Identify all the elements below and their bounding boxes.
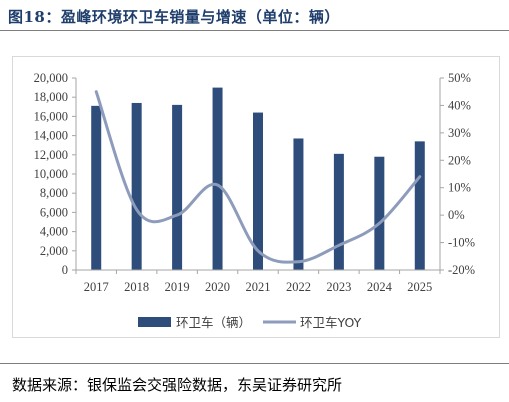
right-tick-label: 20% bbox=[448, 153, 471, 167]
line-layer bbox=[94, 90, 422, 264]
left-tick-label: 0 bbox=[62, 263, 68, 277]
x-tick-label: 2023 bbox=[326, 280, 351, 294]
left-tick-label: 14,000 bbox=[34, 129, 68, 143]
x-tick-label: 2024 bbox=[367, 280, 393, 294]
bar-2020 bbox=[212, 87, 223, 270]
bar-2023 bbox=[333, 153, 344, 270]
x-tick-label: 2021 bbox=[246, 280, 271, 294]
left-tick-label: 10,000 bbox=[34, 167, 68, 181]
left-tick-label: 4,000 bbox=[40, 225, 68, 239]
right-tick-label: 40% bbox=[448, 98, 471, 112]
right-tick-label: 10% bbox=[448, 181, 471, 195]
right-tick-label: 0% bbox=[448, 208, 465, 222]
x-tick-label: 2019 bbox=[165, 280, 190, 294]
bar-2018 bbox=[131, 102, 142, 271]
left-tick-label: 8,000 bbox=[40, 186, 68, 200]
right-tick-label: 30% bbox=[448, 126, 471, 140]
axes-layer: 0 2,000 4,000 6,000 8,000 10,000 12,000 14,000 1… bbox=[34, 71, 475, 294]
bar-2022 bbox=[293, 138, 304, 270]
right-tick-label: 50% bbox=[448, 71, 471, 85]
x-tick-label: 2025 bbox=[407, 280, 432, 294]
yoy-line bbox=[94, 90, 422, 264]
left-tick-label: 6,000 bbox=[40, 205, 68, 219]
figure-title: 图18：盈峰环境环卫车销量与增速（单位：辆） bbox=[8, 8, 340, 26]
x-tick-label: 2020 bbox=[205, 280, 230, 294]
bar-2021 bbox=[253, 112, 263, 270]
right-tick-label: -10% bbox=[448, 236, 475, 250]
plot-frame bbox=[12, 56, 500, 338]
x-tick-label: 2017 bbox=[84, 280, 109, 294]
left-tick-label: 20,000 bbox=[34, 71, 68, 85]
legend-line-label: 环卫车YOY bbox=[300, 315, 362, 330]
bar-2019 bbox=[172, 104, 183, 270]
legend: 环卫车（辆） 环卫车YOY bbox=[138, 315, 362, 330]
left-tick-label: 18,000 bbox=[34, 90, 68, 104]
bar-2025 bbox=[414, 141, 425, 270]
x-tick-label: 2022 bbox=[286, 280, 311, 294]
left-tick-label: 12,000 bbox=[34, 148, 68, 162]
source-note: 数据来源：银保监会交强险数据，东吴证券研究所 bbox=[12, 376, 343, 394]
legend-bar-label: 环卫车（辆） bbox=[176, 315, 251, 330]
title-divider bbox=[0, 30, 509, 31]
bars-layer bbox=[91, 87, 425, 271]
left-tick-label: 2,000 bbox=[40, 244, 68, 258]
left-tick-label: 16,000 bbox=[34, 109, 68, 123]
x-tick-label: 2018 bbox=[124, 280, 149, 294]
legend-bar-swatch bbox=[138, 317, 171, 327]
bar-2024 bbox=[374, 156, 385, 270]
bar-2017 bbox=[91, 105, 102, 270]
right-tick-label: -20% bbox=[448, 263, 475, 277]
source-divider bbox=[0, 363, 509, 364]
